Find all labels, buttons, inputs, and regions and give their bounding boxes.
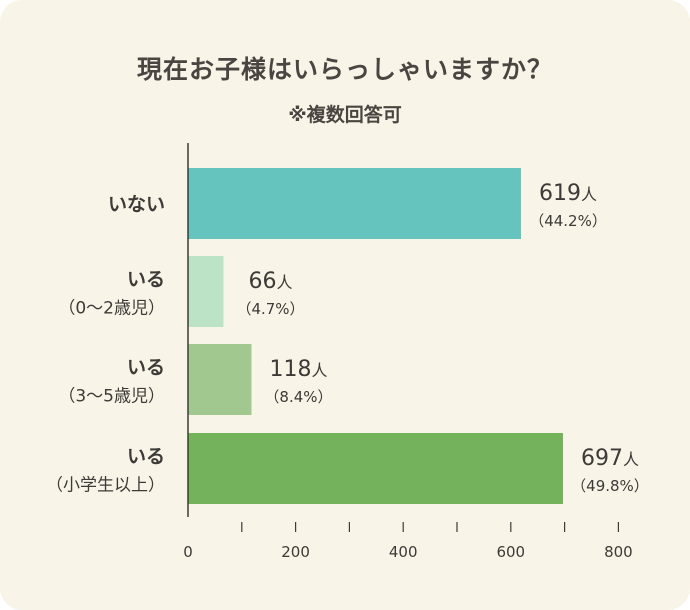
x-tick-label: 200 [281,543,310,561]
percent-label: （8.4%） [264,388,332,406]
x-tick-label: 800 [604,543,633,561]
bars-layer [188,168,563,504]
data-label: 697人 [581,446,639,471]
data-label-unit: 人 [623,450,639,469]
category-label: いない [108,194,165,216]
data-label-unit: 人 [311,361,327,380]
category-label: いる [127,446,165,468]
bar [188,433,563,504]
category-label: いる [127,357,165,379]
chart-title: 現在お子様はいらっしゃいますか？ [136,55,553,84]
data-label-unit: 人 [277,273,293,292]
data-label: 118人 [269,357,327,382]
bar [188,256,224,327]
category-sublabel: （3〜5歳児） [58,387,165,407]
category-sublabel: （小学生以上） [46,476,165,496]
labels-layer: いない 619人 （44.2%） いる （0〜2歳児） 66人 （4.7%） いる （3〜5歳児… [46,181,649,496]
x-tick-label: 600 [496,543,525,561]
bar [188,168,522,239]
percent-label: （49.8%） [571,477,649,495]
data-label: 619人 [539,181,597,206]
category-label: いる [127,269,165,291]
category-sublabel: （0〜2歳児） [58,299,165,319]
x-tick-label: 0 [183,543,193,561]
axis-layer: 0 200 400 600 800 [183,143,633,561]
data-label-unit: 人 [581,185,597,204]
chart-subtitle: ※複数回答可 [288,104,402,126]
percent-label: （44.2%） [529,212,607,230]
bar [188,344,252,415]
x-tick-label: 400 [389,543,418,561]
data-label: 66人 [249,269,293,294]
percent-label: （4.7%） [236,300,304,318]
